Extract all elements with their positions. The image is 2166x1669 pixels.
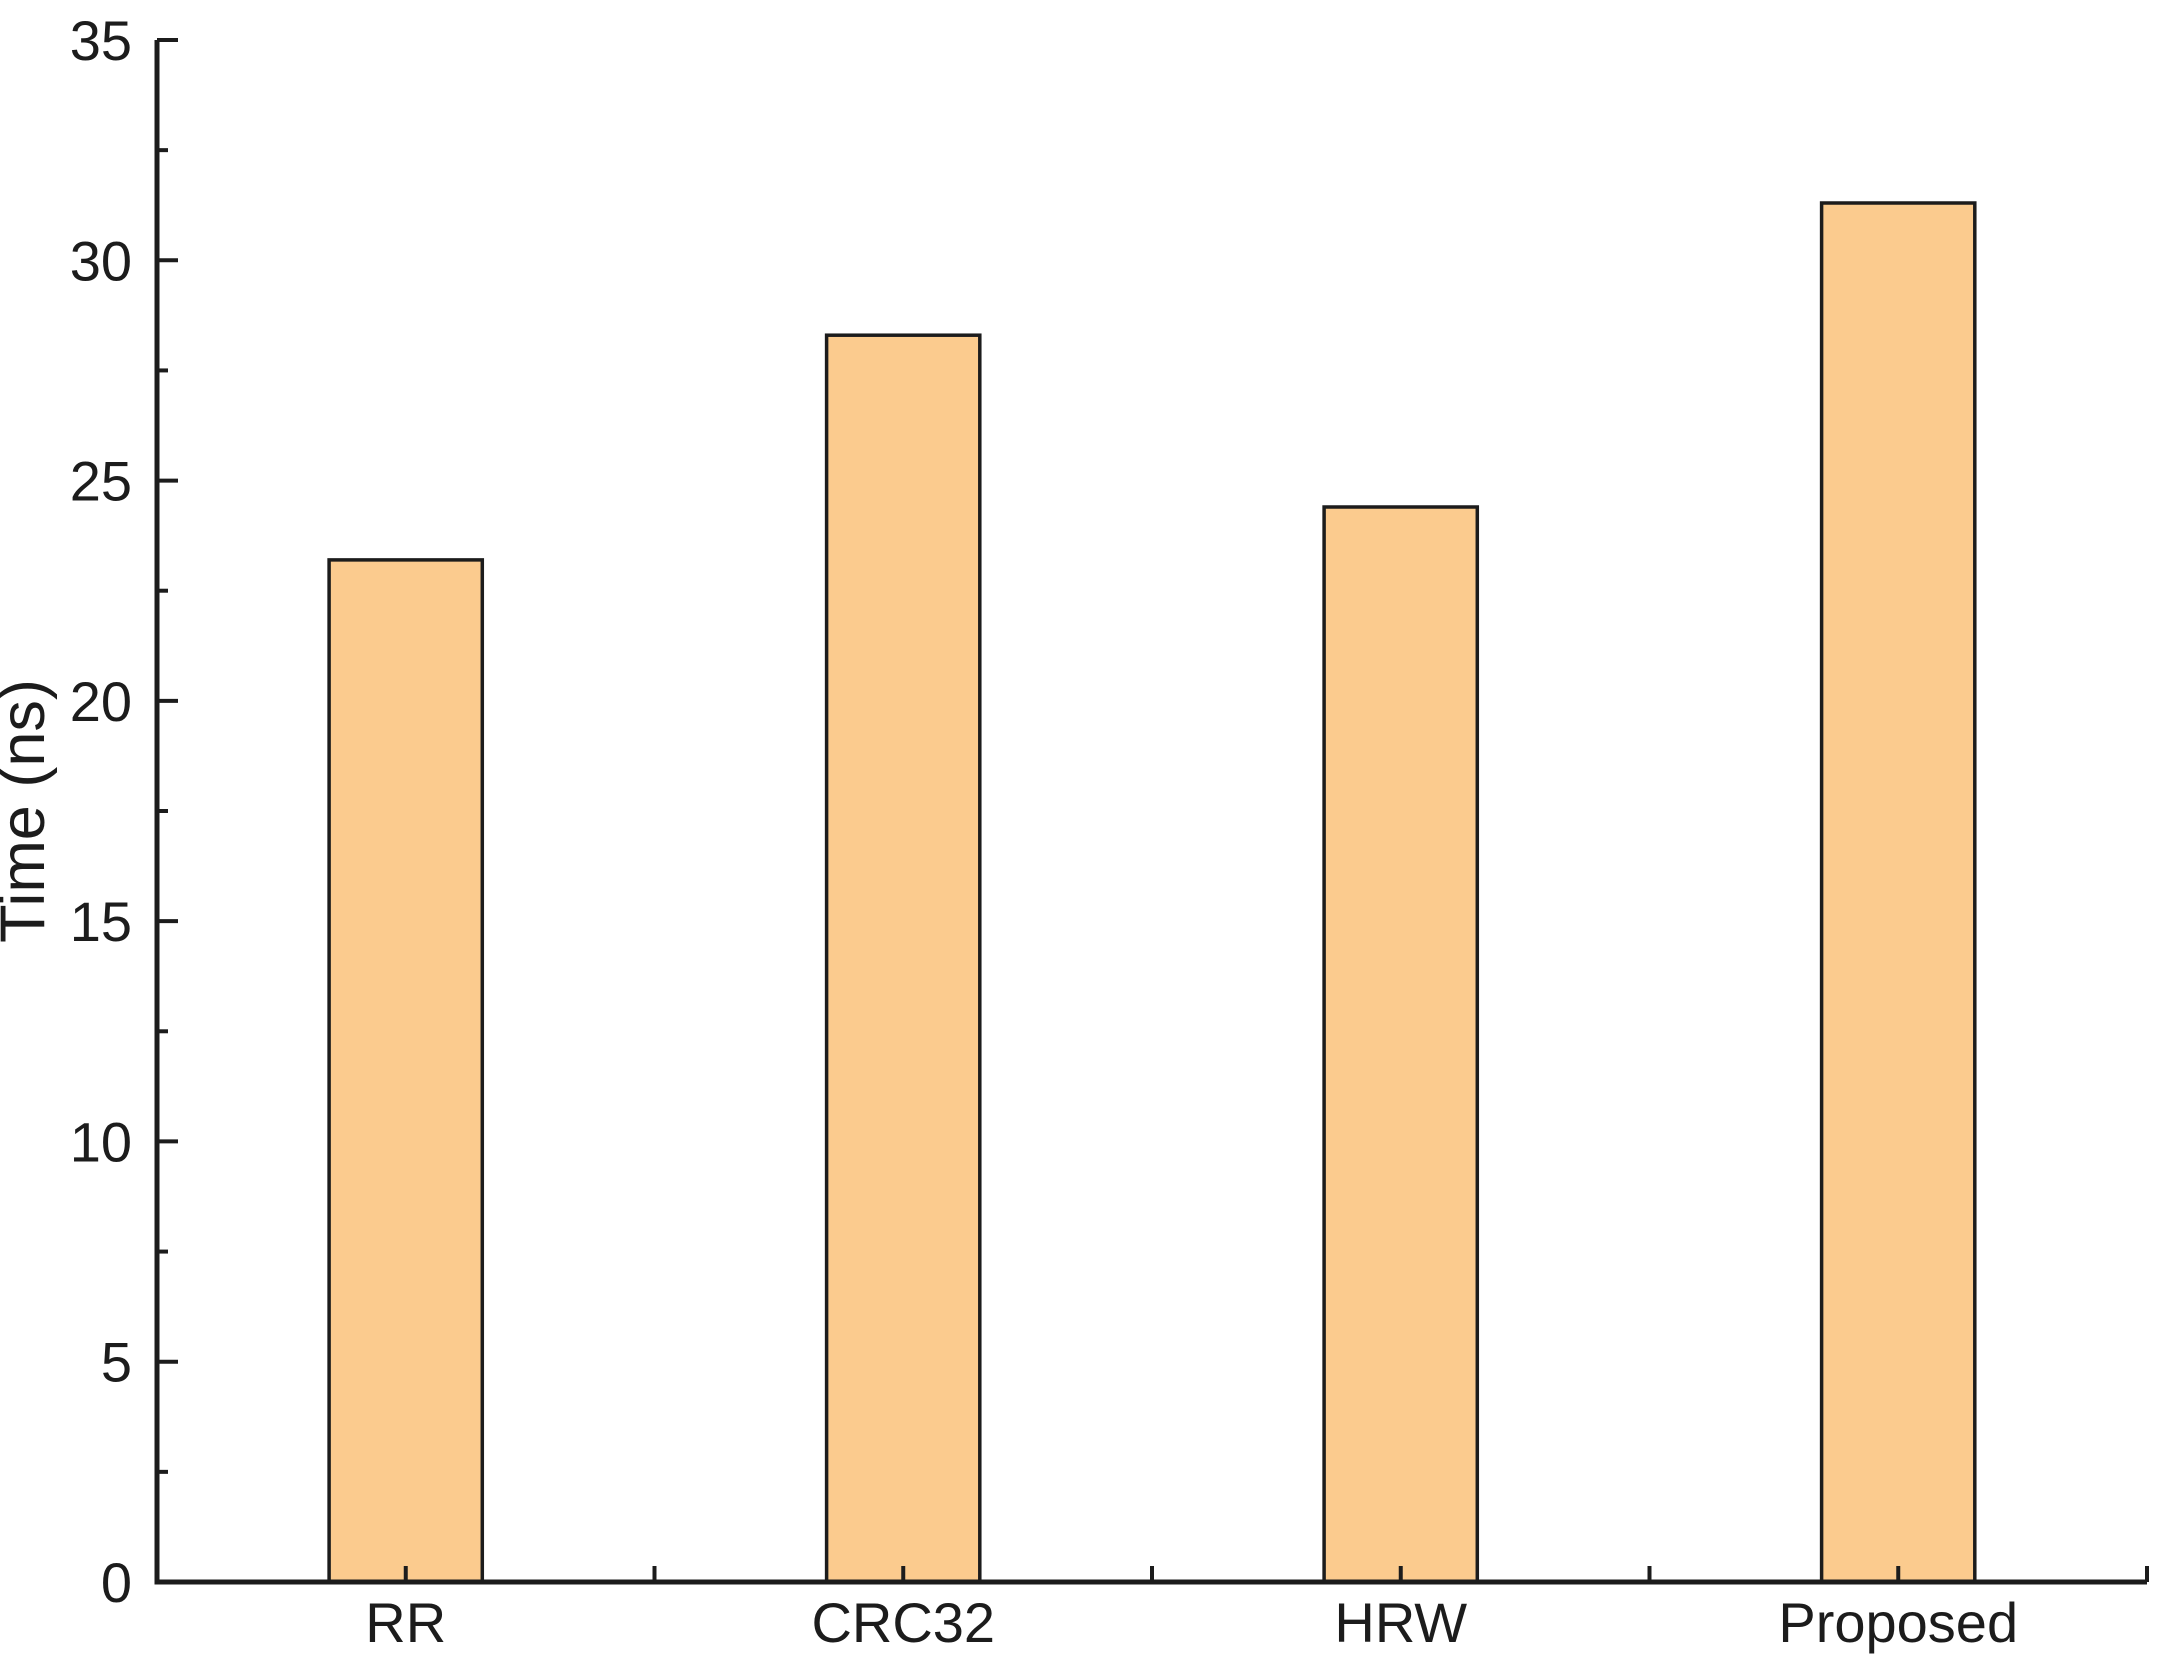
y-tick-label: 10 [70,1110,132,1173]
y-tick-label: 35 [70,9,132,72]
bar-crc32 [824,333,982,1584]
y-tick-label: 0 [101,1551,132,1614]
bar-rr [327,558,485,1584]
y-tick-label: 20 [70,670,132,733]
y-axis-title: Time (ns) [0,679,58,943]
bar-proposed [1819,201,1977,1584]
bar-hrw [1322,505,1480,1584]
x-category-label: Proposed [1778,1591,2018,1654]
y-tick-label: 30 [70,229,132,292]
x-category-label: RR [365,1591,446,1654]
x-category-label: CRC32 [811,1591,995,1654]
y-tick-label: 15 [70,890,132,953]
y-tick-label: 5 [101,1331,132,1394]
y-tick-label: 25 [70,450,132,513]
x-category-label: HRW [1334,1591,1467,1654]
